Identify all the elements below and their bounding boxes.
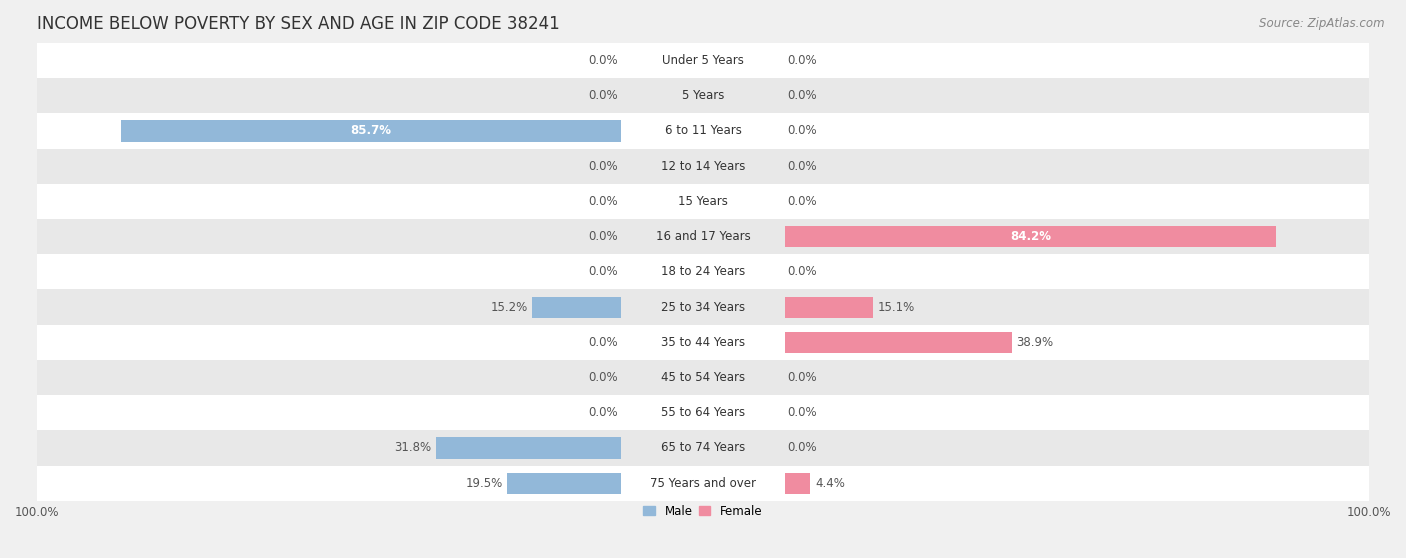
Text: Source: ZipAtlas.com: Source: ZipAtlas.com (1260, 17, 1385, 30)
Text: 0.0%: 0.0% (787, 124, 817, 137)
Text: 0.0%: 0.0% (589, 266, 619, 278)
Text: 45 to 54 Years: 45 to 54 Years (661, 371, 745, 384)
Text: 0.0%: 0.0% (589, 230, 619, 243)
Bar (37, 465, 1369, 501)
Text: 0.0%: 0.0% (589, 406, 619, 419)
Text: 12 to 14 Years: 12 to 14 Years (661, 160, 745, 172)
Text: 4.4%: 4.4% (815, 477, 845, 490)
Bar (785, 473, 810, 494)
Text: 0.0%: 0.0% (589, 89, 619, 102)
Bar (37, 395, 1369, 430)
Text: 75 Years and over: 75 Years and over (650, 477, 756, 490)
Legend: Male, Female: Male, Female (638, 500, 768, 522)
Bar (785, 226, 1277, 247)
Text: 0.0%: 0.0% (787, 54, 817, 67)
Text: 0.0%: 0.0% (787, 89, 817, 102)
Bar (37, 290, 1369, 325)
Bar (37, 184, 1369, 219)
Text: 15.1%: 15.1% (877, 301, 915, 314)
Bar (121, 121, 621, 142)
Bar (37, 78, 1369, 113)
Text: 0.0%: 0.0% (787, 441, 817, 454)
Bar (37, 219, 1369, 254)
Text: 35 to 44 Years: 35 to 44 Years (661, 336, 745, 349)
Bar (37, 148, 1369, 184)
Text: 15.2%: 15.2% (491, 301, 527, 314)
Text: 0.0%: 0.0% (589, 195, 619, 208)
Text: 65 to 74 Years: 65 to 74 Years (661, 441, 745, 454)
Text: 5 Years: 5 Years (682, 89, 724, 102)
Text: 18 to 24 Years: 18 to 24 Years (661, 266, 745, 278)
Bar (785, 296, 873, 318)
Text: 0.0%: 0.0% (787, 266, 817, 278)
Text: 31.8%: 31.8% (394, 441, 430, 454)
Text: 0.0%: 0.0% (589, 160, 619, 172)
Text: 0.0%: 0.0% (589, 336, 619, 349)
Bar (785, 331, 1012, 353)
Text: 0.0%: 0.0% (787, 371, 817, 384)
Text: 0.0%: 0.0% (787, 195, 817, 208)
Text: 25 to 34 Years: 25 to 34 Years (661, 301, 745, 314)
Bar (37, 113, 1369, 148)
Text: 0.0%: 0.0% (589, 54, 619, 67)
Text: 16 and 17 Years: 16 and 17 Years (655, 230, 751, 243)
Bar (533, 296, 621, 318)
Text: 6 to 11 Years: 6 to 11 Years (665, 124, 741, 137)
Text: 0.0%: 0.0% (589, 371, 619, 384)
Bar (37, 254, 1369, 290)
Text: 84.2%: 84.2% (1010, 230, 1052, 243)
Text: 38.9%: 38.9% (1017, 336, 1053, 349)
Text: 19.5%: 19.5% (465, 477, 503, 490)
Text: 0.0%: 0.0% (787, 406, 817, 419)
Bar (37, 430, 1369, 465)
Bar (508, 473, 621, 494)
Bar (37, 325, 1369, 360)
Bar (37, 360, 1369, 395)
Text: 55 to 64 Years: 55 to 64 Years (661, 406, 745, 419)
Bar (436, 437, 621, 459)
Text: Under 5 Years: Under 5 Years (662, 54, 744, 67)
Text: 0.0%: 0.0% (787, 160, 817, 172)
Text: 85.7%: 85.7% (350, 124, 391, 137)
Text: INCOME BELOW POVERTY BY SEX AND AGE IN ZIP CODE 38241: INCOME BELOW POVERTY BY SEX AND AGE IN Z… (37, 15, 560, 33)
Bar (37, 43, 1369, 78)
Text: 15 Years: 15 Years (678, 195, 728, 208)
